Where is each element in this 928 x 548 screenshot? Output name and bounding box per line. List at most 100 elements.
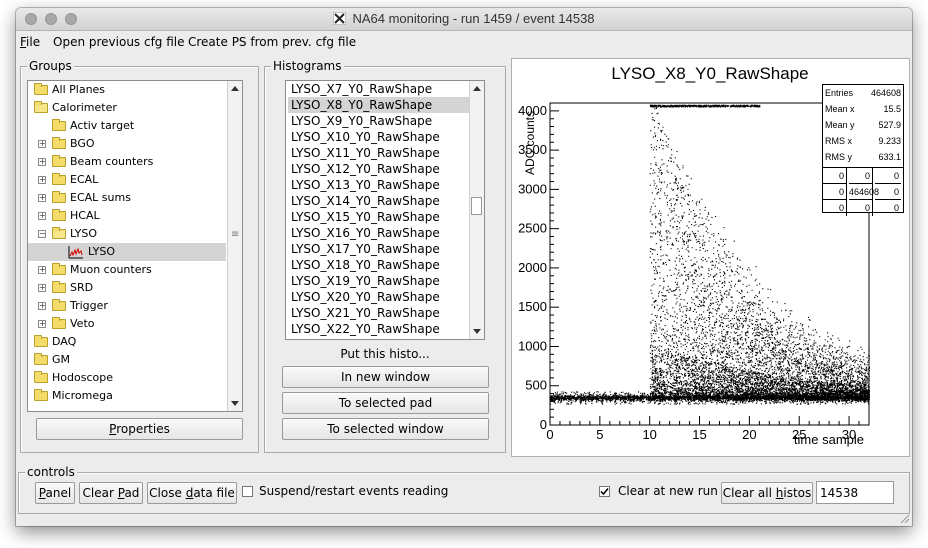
y-tick-label: 4000 [518,103,547,118]
groups-tree-item-label: Veto [70,317,95,330]
event-number-field[interactable]: 14538 [816,481,894,504]
scatter-points [550,104,870,405]
histogram-list-item[interactable]: LYSO_X16_Y0_RawShape [291,226,440,240]
histograms-scroll-thumb[interactable] [471,197,482,215]
menu-bar: File Open previous cfg file Create PS fr… [16,31,912,53]
to-selected-window-button[interactable]: To selected window [282,418,489,440]
collapse-icon[interactable]: − [38,229,46,238]
clear-at-new-run-checkbox[interactable] [599,486,610,497]
plot-canvas[interactable]: 0 5 10 15 20 25 30 0 500 1000 1500 2000 2500 3000 3500… [511,58,910,457]
checkmark-icon [600,488,609,496]
groups-tree-item[interactable]: Calorimeter [28,99,226,117]
groups-tree-item[interactable]: + SRD [28,279,226,297]
stats-key: RMS x [825,136,852,146]
histogram-list-item[interactable]: LYSO_X12_Y0_RawShape [291,162,440,176]
x-tick-label: 5 [596,427,603,442]
groups-scrollbar[interactable]: ≡ [227,81,242,411]
groups-tree-item[interactable]: + ECAL [28,171,226,189]
histogram-list-item[interactable]: LYSO_X21_Y0_RawShape [291,306,440,320]
histogram-icon [68,246,83,259]
histogram-list-item[interactable]: LYSO_X18_Y0_RawShape [291,258,440,272]
expand-icon[interactable]: + [38,211,46,220]
scroll-grip-icon[interactable]: ≡ [231,229,240,240]
histogram-list-item[interactable]: LYSO_X22_Y0_RawShape [291,322,440,336]
groups-tree-item[interactable]: DAQ [28,333,226,351]
groups-tree[interactable]: Micromega Hodoscope GM DAQ + Veto + Trigger + SRD… [27,80,243,412]
groups-tree-item[interactable]: All Planes [28,81,226,99]
histogram-list-item[interactable]: LYSO_X15_Y0_RawShape [291,210,440,224]
suspend-checkbox[interactable] [242,486,253,497]
groups-tree-item[interactable]: + Trigger [28,297,226,315]
expand-icon[interactable]: + [38,175,46,184]
histogram-list-item[interactable]: LYSO_X17_Y0_RawShape [291,242,440,256]
x-tick-label: 10 [642,427,656,442]
controls-frame: controls Panel Clear Pad Close data file… [18,465,910,514]
expand-icon[interactable]: + [38,193,46,202]
groups-tree-item[interactable]: + Veto [28,315,226,333]
expand-icon[interactable]: + [38,157,46,166]
expand-icon[interactable]: + [38,301,46,310]
histogram-list-item[interactable]: LYSO_X10_Y0_RawShape [291,130,440,144]
scroll-down-icon[interactable] [231,401,239,406]
scroll-up-icon[interactable] [473,86,481,91]
y-tick-label: 2500 [518,221,547,236]
groups-tree-item[interactable]: GM [28,351,226,369]
groups-tree-item-label: LYSO [70,227,98,240]
menu-file[interactable]: File [20,35,41,49]
groups-tree-item[interactable]: Hodoscope [28,369,226,387]
histogram-list-item[interactable]: LYSO_X7_Y0_RawShape [291,82,433,96]
properties-button[interactable]: Properties [36,418,243,440]
histograms-list[interactable]: LYSO_X22_Y0_RawShape LYSO_X21_Y0_RawShape… [285,80,485,340]
histogram-plot[interactable]: 0 5 10 15 20 25 30 0 500 1000 1500 2000 2500 3000 3500… [512,59,909,456]
put-histo-label: Put this histo... [340,347,430,361]
close-window-button[interactable] [25,13,37,25]
expand-icon[interactable]: + [38,265,46,274]
histogram-list-item[interactable]: LYSO_X20_Y0_RawShape [291,290,440,304]
folder-icon [52,263,66,275]
expand-icon[interactable]: + [38,139,46,148]
folder-icon [34,389,48,401]
groups-tree-item[interactable]: + ECAL sums [28,189,226,207]
histogram-list-item[interactable]: LYSO_X9_Y0_RawShape [291,114,433,128]
minimize-window-button[interactable] [45,13,57,25]
folder-icon [52,173,66,185]
groups-tree-item[interactable]: + Beam counters [28,153,226,171]
groups-tree-item[interactable]: + BGO [28,135,226,153]
folder-icon [52,137,66,149]
in-new-window-button[interactable]: In new window [282,366,489,388]
clear-all-histos-button[interactable]: Clear all histos [721,482,813,504]
groups-tree-item[interactable]: − LYSO [28,225,226,243]
histograms-scrollbar[interactable] [469,81,484,339]
main-window: NA64 monitoring - run 1459 / event 14538… [16,8,912,526]
histogram-list-item[interactable]: LYSO_X8_Y0_RawShape [288,97,471,113]
groups-tree-item[interactable]: LYSO [28,243,226,261]
resize-grip-icon[interactable] [898,512,910,524]
groups-label: Groups [27,59,74,73]
groups-tree-item[interactable]: Activ target [28,117,226,135]
y-tick-label: 3500 [518,142,547,157]
menu-create-ps[interactable]: Create PS from prev. cfg file [188,35,357,49]
groups-tree-item[interactable]: + HCAL [28,207,226,225]
to-selected-pad-button[interactable]: To selected pad [282,392,489,414]
expand-icon[interactable]: + [38,283,46,292]
menu-open-previous-cfg[interactable]: Open previous cfg file [53,35,185,49]
folder-icon [34,353,48,365]
folder-icon [52,209,66,221]
groups-tree-item[interactable]: Micromega [28,387,226,405]
histogram-list-item[interactable]: LYSO_X13_Y0_RawShape [291,178,440,192]
folder-icon [34,83,48,95]
zoom-window-button[interactable] [65,13,77,25]
scroll-down-icon[interactable] [473,329,481,334]
groups-tree-item[interactable]: + Muon counters [28,261,226,279]
close-data-file-button[interactable]: Close data file [147,482,237,504]
histogram-list-item[interactable]: LYSO_X19_Y0_RawShape [291,274,440,288]
panel-button[interactable]: Panel [35,482,75,504]
groups-tree-item-label: Hodoscope [52,371,113,384]
histogram-list-item[interactable]: LYSO_X14_Y0_RawShape [291,194,440,208]
scroll-up-icon[interactable] [231,86,239,91]
expand-icon[interactable]: + [38,319,46,328]
stats-grid-cell: 0 [823,168,847,184]
stats-grid-cell: 0 [875,168,901,184]
clear-pad-button[interactable]: Clear Pad [79,482,143,504]
histogram-list-item[interactable]: LYSO_X11_Y0_RawShape [291,146,440,160]
